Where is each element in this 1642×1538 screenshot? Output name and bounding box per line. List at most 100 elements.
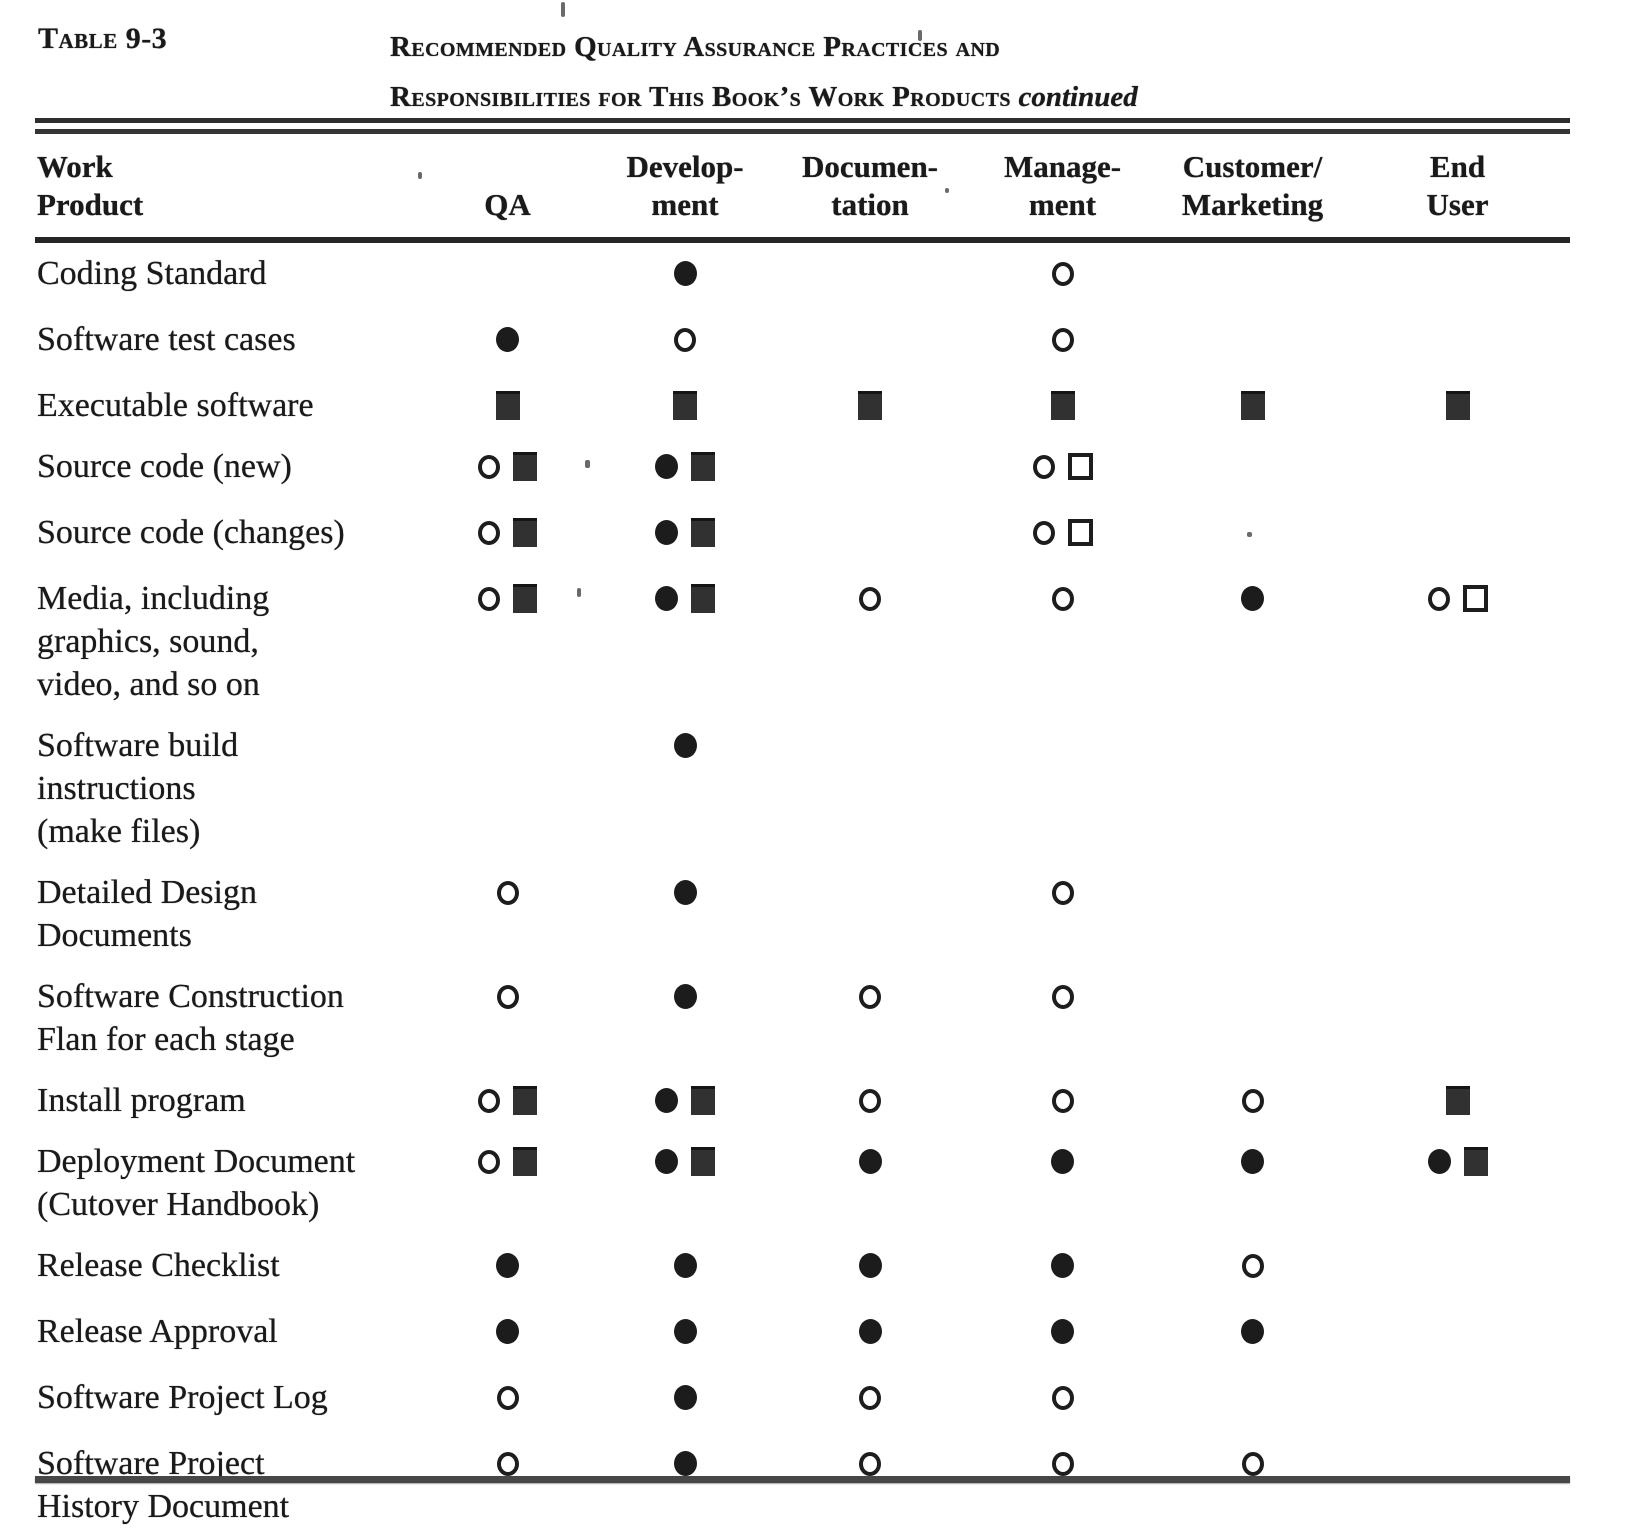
responsibility-cell-end-user [1345, 1235, 1570, 1301]
responsibility-cell-end-user [1345, 1301, 1570, 1367]
open-circle-symbol [1051, 984, 1074, 1009]
responsibility-cell-documentation [775, 1070, 965, 1131]
filled-circle-symbol [673, 1319, 697, 1344]
symbol-group [858, 1244, 882, 1287]
symbol-group [496, 1310, 519, 1353]
filled-square-symbol [1463, 1147, 1488, 1176]
col-header-line: ment [1028, 187, 1097, 222]
table-row: Software Construction Flan for each stage [35, 966, 1570, 1070]
responsibility-cell-end-user [1345, 502, 1570, 568]
symbol-group [655, 1140, 715, 1183]
responsibility-cell-customer-marketing [1160, 1235, 1345, 1301]
symbol-group [478, 1140, 537, 1183]
responsibility-cell-qa [420, 1367, 595, 1433]
symbol-group [655, 577, 715, 620]
table-row: Software Project Log [35, 1367, 1570, 1433]
symbol-group [859, 975, 881, 1018]
symbol-group [1241, 1442, 1264, 1485]
responsibility-cell-management [965, 715, 1160, 862]
filled-circle-symbol [858, 1149, 882, 1174]
work-product-cell: Release Checklist [35, 1235, 420, 1301]
open-circle-symbol [478, 1088, 500, 1113]
responsibility-cell-documentation [775, 568, 965, 715]
responsibility-cell-customer-marketing [1160, 862, 1345, 966]
responsibility-cell-documentation [775, 1235, 965, 1301]
work-product-cell: Executable software [35, 375, 420, 436]
responsibility-cell-customer-marketing [1160, 309, 1345, 375]
col-header-line: Manage- [1003, 149, 1122, 184]
symbol-group [496, 975, 519, 1018]
filled-square-symbol [691, 518, 715, 547]
symbol-group [478, 511, 537, 554]
col-header-line: QA [484, 187, 531, 222]
table-row: Install program [35, 1070, 1570, 1131]
scan-speck [577, 588, 581, 597]
responsibility-cell-end-user [1345, 568, 1570, 715]
filled-circle-symbol [673, 261, 697, 286]
responsibility-cell-customer-marketing [1160, 375, 1345, 436]
responsibility-cell-development [595, 862, 775, 966]
responsibility-cell-qa [420, 715, 595, 862]
filled-circle-symbol [673, 733, 697, 758]
bottom-rule [35, 1476, 1570, 1483]
filled-square-symbol [691, 584, 715, 613]
table-row: Software test cases [35, 309, 1570, 375]
scan-speck [418, 172, 422, 179]
filled-circle-symbol [673, 1385, 697, 1410]
open-circle-symbol [496, 984, 519, 1009]
col-header-management: Manage- ment [965, 136, 1160, 243]
col-header-end-user: End User [1345, 136, 1570, 243]
symbol-group [1032, 445, 1093, 488]
responsibility-cell-qa [420, 1070, 595, 1131]
filled-square-symbol [513, 452, 537, 481]
work-product-line: History Document [37, 1488, 290, 1525]
table-row: Release Checklist [35, 1235, 1570, 1301]
open-square-symbol [1067, 453, 1093, 480]
responsibility-cell-end-user [1345, 1433, 1570, 1537]
work-product-cell: Media, including graphics, sound, video, a… [35, 568, 420, 715]
table-row: Source code (new) [35, 436, 1570, 502]
symbol-group [1051, 871, 1074, 914]
responsibility-cell-management [965, 375, 1160, 436]
filled-square-symbol [513, 1086, 537, 1115]
symbol-group [1241, 577, 1264, 620]
filled-circle-symbol [655, 1088, 678, 1113]
responsibility-cell-management [965, 240, 1160, 309]
col-header-line: End [1429, 149, 1486, 184]
symbol-group [673, 252, 697, 295]
responsibility-cell-management [965, 436, 1160, 502]
responsibility-cell-management [965, 1235, 1160, 1301]
scan-speck [918, 30, 922, 41]
work-product-line: Software Construction [37, 978, 344, 1015]
filled-square-symbol [1240, 391, 1265, 420]
work-product-line: Source code (changes) [37, 514, 345, 551]
open-circle-symbol [1241, 1253, 1264, 1278]
responsibility-cell-qa [420, 436, 595, 502]
responsibility-cell-development [595, 1301, 775, 1367]
responsibility-cell-development [595, 715, 775, 862]
work-product-cell: Software build instructions (make files) [35, 715, 420, 862]
responsibility-cell-management [965, 862, 1160, 966]
work-product-line: Media, including [37, 580, 270, 617]
responsibility-cell-management [965, 1131, 1160, 1235]
symbol-group [673, 975, 697, 1018]
responsibility-cell-qa [420, 1131, 595, 1235]
symbol-group [859, 1376, 881, 1419]
filled-circle-symbol [496, 327, 519, 352]
responsibility-cell-documentation [775, 1301, 965, 1367]
responsibility-cell-development [595, 240, 775, 309]
open-circle-symbol [496, 880, 519, 905]
col-header-line: User [1426, 187, 1489, 222]
col-header-line: Work [37, 149, 113, 184]
table-row: Software build instructions (make files) [35, 715, 1570, 862]
responsibility-cell-development [595, 1433, 775, 1537]
open-circle-symbol [1051, 880, 1074, 905]
col-header-line: Develop- [626, 149, 744, 184]
filled-square-symbol [1050, 391, 1075, 420]
open-circle-symbol [1051, 586, 1074, 611]
open-circle-symbol [478, 1149, 500, 1174]
symbol-group [1051, 1376, 1074, 1419]
col-header-line: ment [651, 187, 719, 222]
col-header-line: Customer/ [1182, 149, 1323, 184]
work-product-cell: Coding Standard [35, 240, 420, 309]
